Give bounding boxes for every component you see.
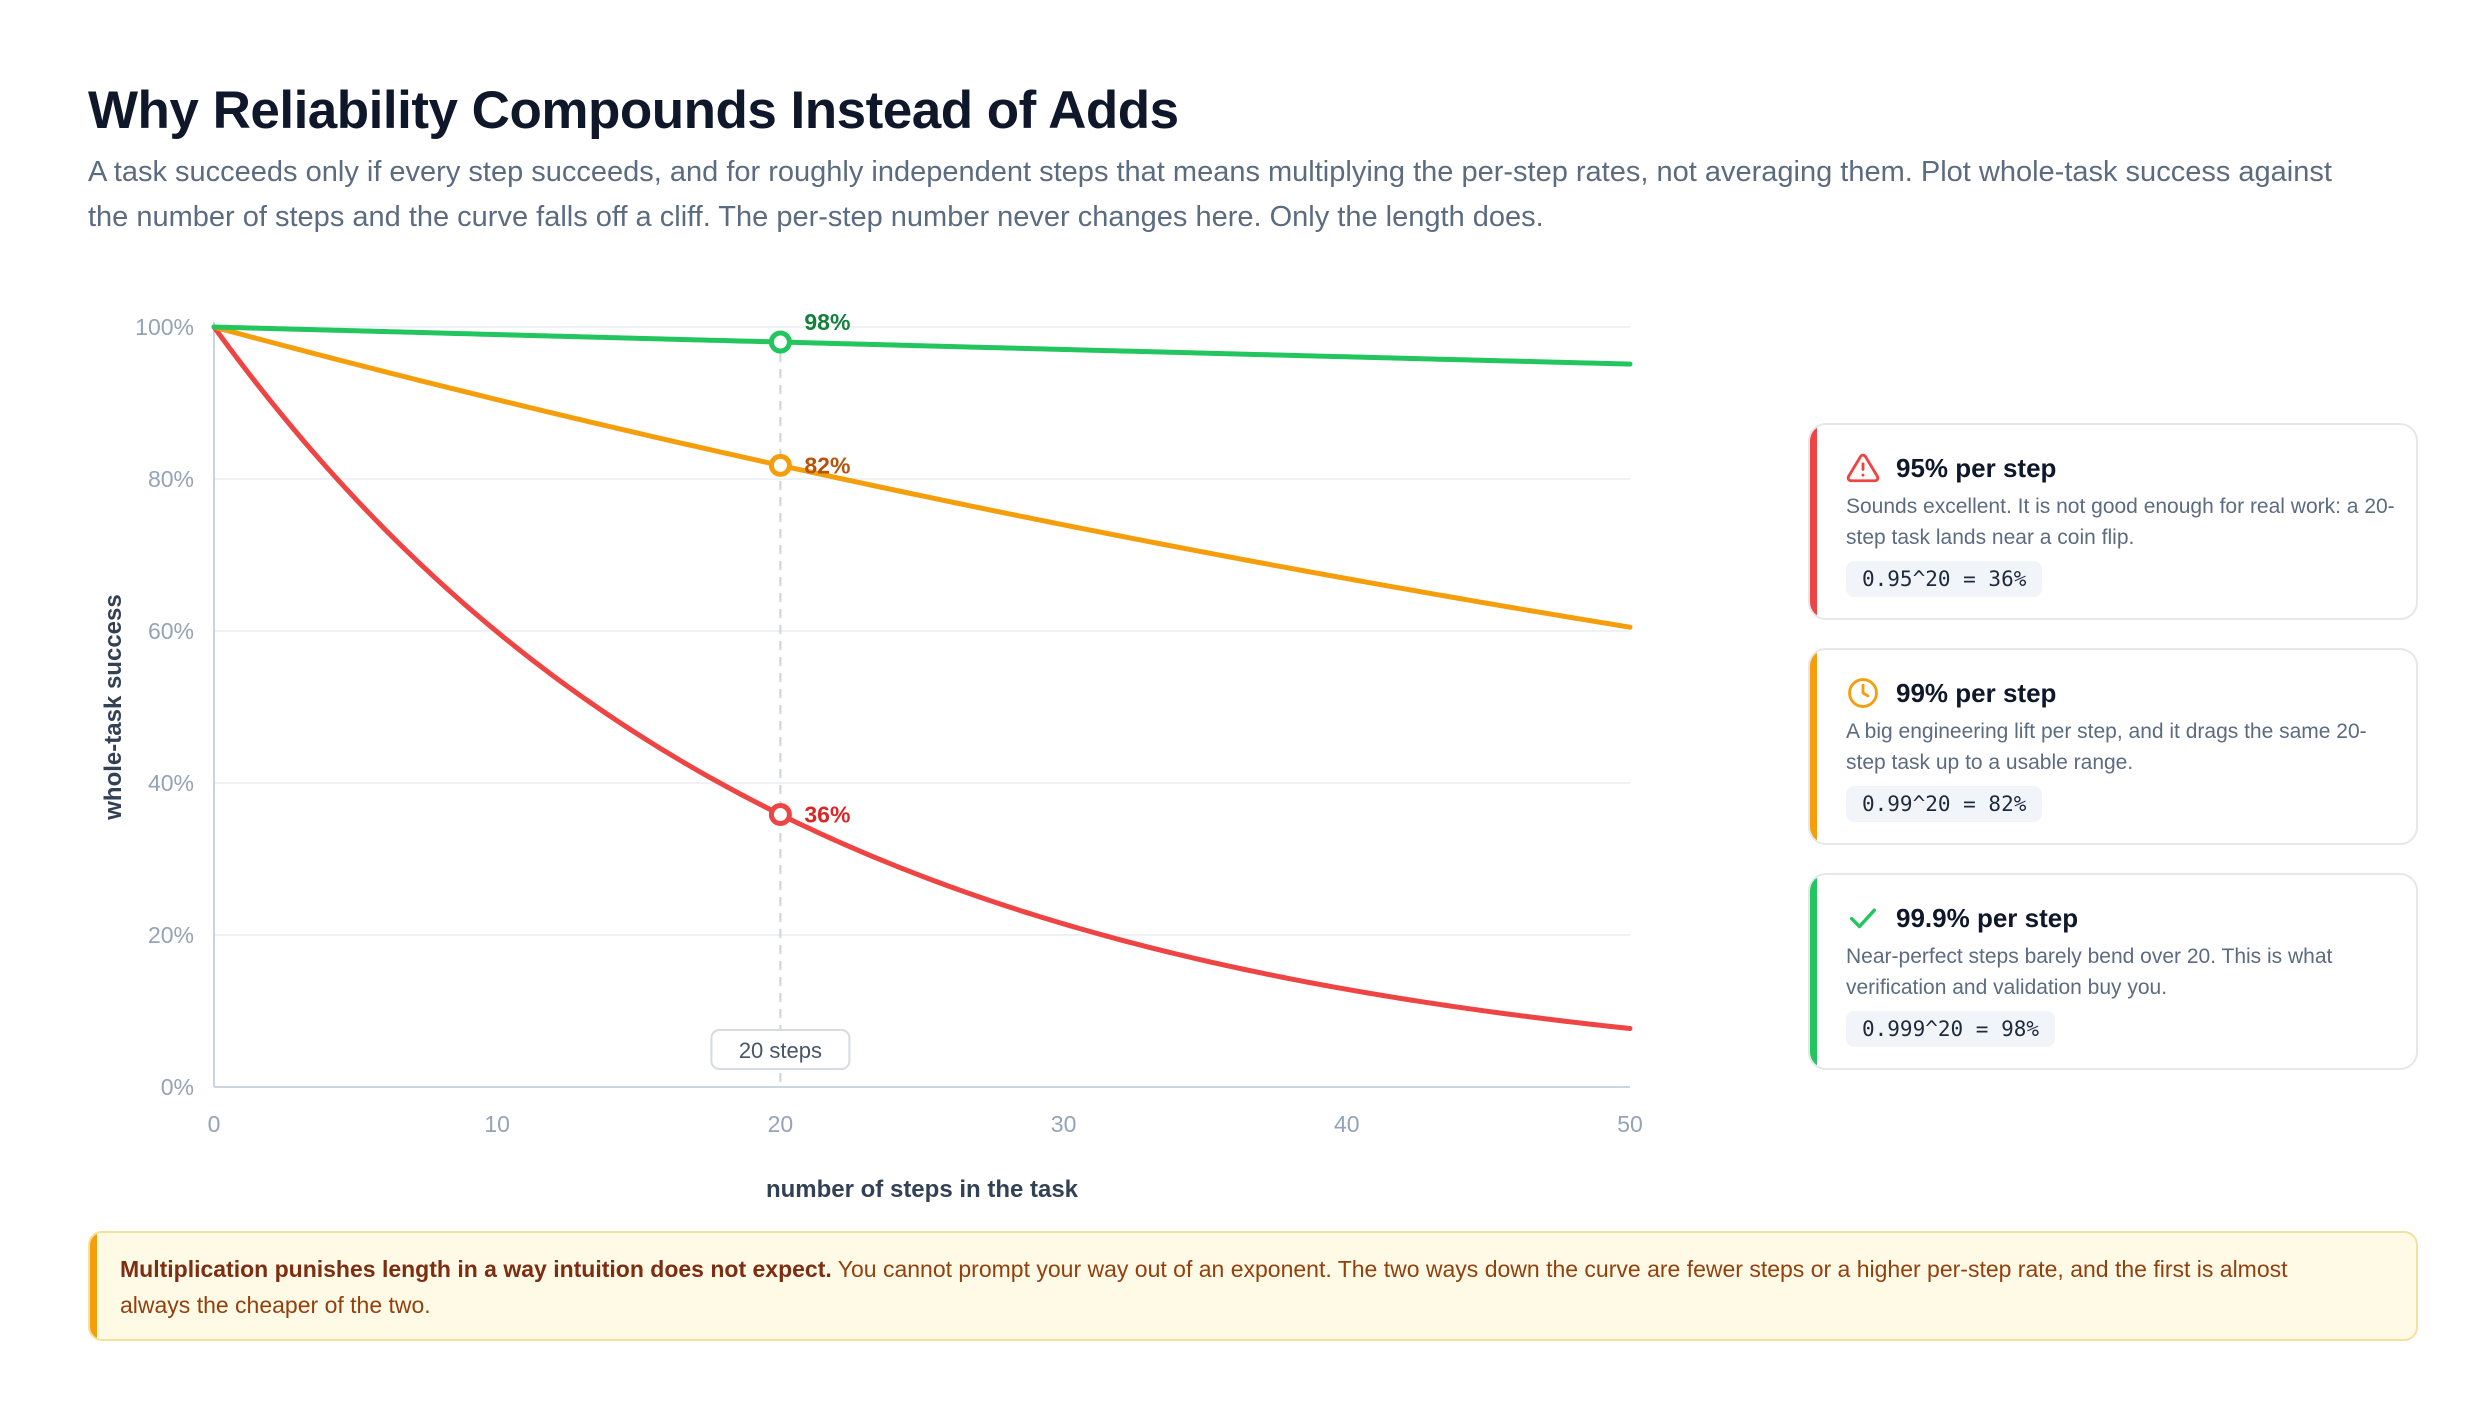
- highlight-points: 98% 82% 36%: [768, 309, 850, 828]
- step-marker: 20 steps: [710, 337, 851, 1087]
- card-99: 99% per step A big engineering lift per …: [1808, 648, 2418, 845]
- series-line-1: [211, 324, 1633, 630]
- card-95: 95% per step Sounds excellent. It is not…: [1808, 423, 2418, 620]
- x-tick-label: 0: [208, 1111, 221, 1137]
- success-chart: 0% 20% 40% 60% 80% 100% 0 10 20 30 40 50 number of s…: [100, 309, 1643, 1203]
- warning-icon: [1846, 453, 1880, 483]
- card-99-title: 99% per step: [1896, 678, 2057, 708]
- series-line-0: [211, 324, 1633, 1032]
- grid-lines: [214, 326, 1630, 936]
- callout-bold: Multiplication punishes length in a way …: [120, 1256, 832, 1282]
- axes: 0% 20% 40% 60% 80% 100% 0 10 20 30 40 50 number of s…: [100, 314, 1643, 1203]
- card-95-formula: 0.95^20 = 36%: [1846, 561, 2043, 597]
- point-label: 98%: [804, 309, 850, 335]
- y-tick-label: 100%: [135, 314, 194, 340]
- card-99-formula: 0.99^20 = 82%: [1846, 786, 2043, 822]
- card-99-description: A big engineering lift per step, and it …: [1846, 720, 2367, 774]
- highlight-point: [768, 453, 792, 477]
- point-label: 36%: [804, 802, 850, 828]
- marker-label: 20 steps: [739, 1038, 822, 1063]
- marker-box: [710, 1029, 851, 1070]
- x-tick-label: 10: [484, 1111, 510, 1137]
- card-999-title: 99.9% per step: [1896, 903, 2079, 933]
- y-tick-label: 40%: [148, 770, 194, 796]
- check-icon: [1849, 908, 1877, 929]
- highlight-point: [768, 803, 792, 827]
- y-tick-label: 60%: [148, 618, 194, 644]
- card-99-stripe: [1810, 650, 1817, 843]
- card-999-description: Near-perfect steps barely bend over 20. …: [1846, 945, 2333, 999]
- page-subtitle: A task succeeds only if every step succe…: [88, 156, 2332, 233]
- x-tick-label: 20: [768, 1111, 794, 1137]
- x-tick-label: 40: [1334, 1111, 1360, 1137]
- point-label: 82%: [804, 452, 850, 478]
- y-tick-label: 0%: [161, 1074, 194, 1100]
- x-tick-label: 30: [1051, 1111, 1077, 1137]
- card-95-stripe: [1810, 425, 1817, 618]
- card-999-formula: 0.999^20 = 98%: [1846, 1011, 2056, 1047]
- clock-icon: [1848, 678, 1878, 708]
- series-line-2: [211, 324, 1633, 367]
- insight-callout: Multiplication punishes length in a way …: [88, 1231, 2418, 1341]
- card-999: 99.9% per step Near-perfect steps barely…: [1808, 873, 2418, 1070]
- callout-stripe: [90, 1233, 97, 1339]
- x-tick-label: 50: [1617, 1111, 1643, 1137]
- y-tick-label: 80%: [148, 466, 194, 492]
- card-95-description: Sounds excellent. It is not good enough …: [1846, 495, 2395, 549]
- series-lines: [211, 324, 1633, 1032]
- card-95-title: 95% per step: [1896, 453, 2057, 483]
- card-999-stripe: [1810, 875, 1817, 1068]
- callout-body: You cannot prompt your way out of an exp…: [120, 1256, 2288, 1318]
- y-tick-label: 20%: [148, 922, 194, 948]
- x-axis-title: number of steps in the task: [766, 1176, 1079, 1203]
- page-title: Why Reliability Compounds Instead of Add…: [88, 81, 1179, 140]
- callout-text: Multiplication punishes length in a way …: [120, 1251, 2356, 1323]
- highlight-point: [768, 330, 792, 354]
- y-axis-title: whole-task success: [100, 594, 127, 820]
